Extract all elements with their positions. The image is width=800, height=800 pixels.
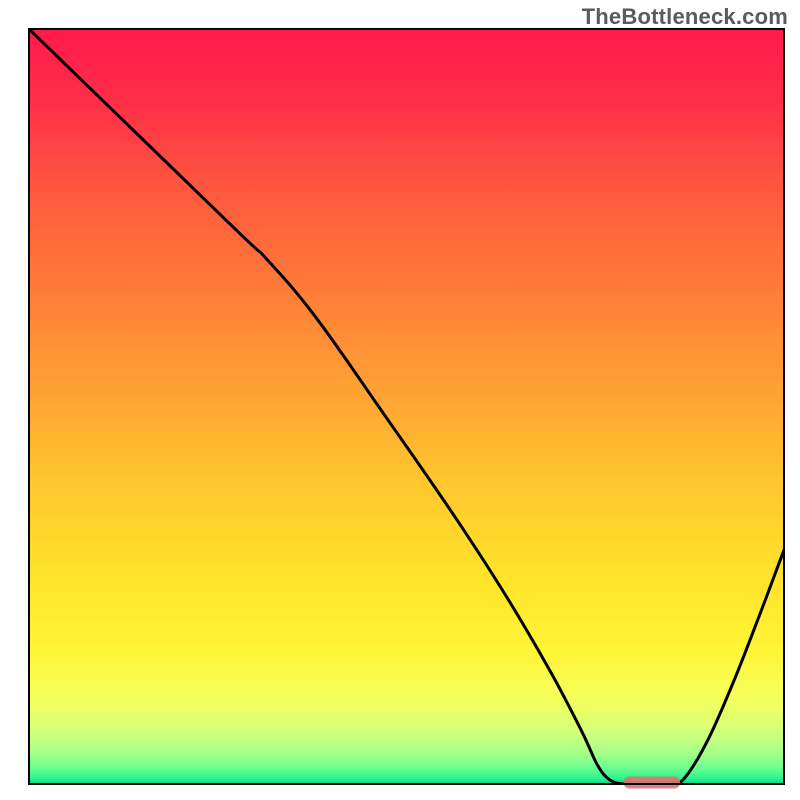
watermark-text: TheBottleneck.com xyxy=(582,4,788,30)
bottleneck-curve-chart xyxy=(0,0,800,800)
gradient-background xyxy=(29,29,784,784)
optimum-marker xyxy=(624,776,681,788)
chart-root: { "watermark": { "text": "TheBottleneck.… xyxy=(0,0,800,800)
